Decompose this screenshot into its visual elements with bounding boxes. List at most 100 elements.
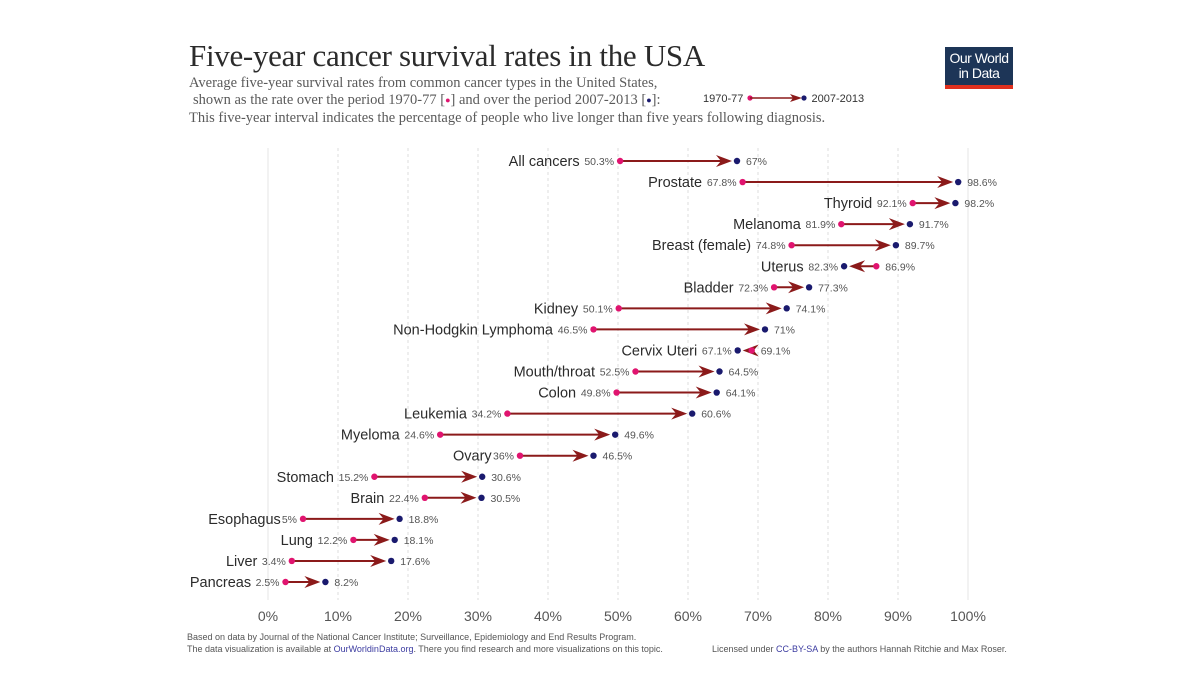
value-label-left: 50.1% [583,303,613,315]
point-1970-77 [350,536,357,544]
x-tick-label: 0% [258,608,278,624]
data-row: 5%Esophagus 18.8% [208,512,438,528]
x-tick-label: 10% [324,608,352,624]
point-1970-77 [421,494,428,501]
point-1970-77 [590,326,597,333]
period2-dot-icon: ● [646,95,652,105]
arrow-head [594,428,611,441]
point-1970-77 [282,578,289,586]
footer-availability: The data visualization is available at O… [187,644,663,654]
chart-title: Five-year cancer survival rates in the U… [189,38,705,73]
x-tick-label: 20% [394,608,422,624]
x-tick-label: 30% [464,608,492,624]
value-label-right: 18.8% [409,514,439,526]
value-label-right: 8.2% [334,577,358,589]
point-2007-2013 [478,494,485,501]
owid-logo[interactable]: Our World in Data [945,47,1013,89]
data-row: 22.4% Brain 30.5% [350,491,520,507]
point-2007-2013 [892,242,900,249]
arrow-head [378,512,395,525]
arrow-head [849,260,866,273]
value-label-left: 81.9% [806,219,836,231]
footer-license-suffix: by the authors Hannah Ritchie and Max Ro… [817,644,1007,654]
arrow-head [373,533,390,546]
arrow-head [937,176,954,189]
category-label: Bladder [684,280,734,296]
value-label-right: 71% [774,324,795,336]
data-row: 15.2% Stomach 30.6% [277,470,521,486]
footer-availability-suffix: . There you find research and more visua… [413,644,663,654]
value-label-right: 46.5% [603,451,633,463]
data-row: 72.3% Bladder 77.3% [684,280,848,296]
category-label: Uterus [761,259,804,275]
subtitle-text-c: ]: [651,92,661,108]
point-1970-77 [299,515,307,523]
data-row: 46.5% Non-Hodgkin Lymphoma 71% [393,322,795,338]
value-label-left: 52.5% [600,367,630,379]
category-label: Cervix Uteri [621,343,697,359]
category-label: Brain [350,491,384,507]
arrow-head [461,470,478,483]
data-row: 52.5% Mouth/throat 64.5% [514,365,759,381]
owid-link[interactable]: OurWorldinData.org [333,644,414,654]
category-label: Non-Hodgkin Lymphoma [393,322,554,338]
point-2007-2013 [734,347,741,354]
value-label-left: 12.2% [318,535,348,547]
value-label-left: 50.3% [584,156,614,168]
point-1970-77 [504,410,511,417]
point-1970-77 [873,263,880,270]
value-label-right: 69.1% [761,345,791,357]
point-1970-77 [516,452,524,459]
category-label: Stomach [277,470,334,486]
period1-dot-icon: ● [445,95,451,105]
arrow-head [788,281,805,294]
value-label-left: 49.8% [581,388,611,400]
point-1970-77 [770,284,778,291]
arrow-head [934,197,951,210]
point-1970-77 [437,431,444,438]
point-2007-2013 [955,178,962,186]
category-label: All cancers [509,154,580,170]
category-label: Melanoma [733,217,802,233]
legend-to-label: 2007-2013 [811,93,865,105]
category-label: Liver [226,554,258,570]
data-row: 67.8% Prostate 98.6% [648,175,997,191]
value-label-right: 18.1% [404,535,434,547]
point-2007-2013 [322,578,329,586]
point-2007-2013 [805,284,813,291]
arrow-head [744,323,760,336]
subtitle-line-1: Average five-year survival rates from co… [189,75,658,91]
value-label-right: 64.5% [729,367,759,379]
value-label-left: 67.1% [702,345,732,357]
data-row: 92.1% Thyroid 98.2% [824,196,994,212]
data-row: 36%Ovary 46.5% [453,449,632,465]
arrow-head [695,386,712,399]
footer-license-text: Licensed under [712,644,777,654]
x-tick-label: 60% [674,608,702,624]
point-2007-2013 [716,368,723,375]
point-2007-2013 [396,515,403,523]
value-label-right: 17.6% [400,556,430,568]
category-label: Leukemia [404,407,468,423]
point-1970-77 [838,220,845,228]
point-1970-77 [616,157,624,165]
arrow-head [370,554,387,567]
value-label-left: 36% [493,451,514,463]
point-2007-2013 [612,431,619,438]
category-label: Lung [281,533,313,549]
value-label-right: 64.1% [726,388,756,400]
point-1970-77 [788,242,795,249]
category-label: Pancreas [190,575,251,591]
point-2007-2013 [391,536,398,544]
value-label-right: 49.6% [624,430,654,442]
license-link[interactable]: CC-BY-SA [776,644,818,654]
footer-source: Based on data by Journal of the National… [187,632,637,642]
subtitle-line-3: This five-year interval indicates the pe… [189,110,826,126]
category-label: Breast (female) [652,238,751,254]
arrow-head [765,302,782,315]
value-label-left: 46.5% [558,324,588,336]
value-label-right: 98.2% [964,198,994,210]
arrow-head [460,491,477,504]
arrow-head [874,239,891,252]
data-row: 34.2% Leukemia 60.6% [404,407,731,423]
